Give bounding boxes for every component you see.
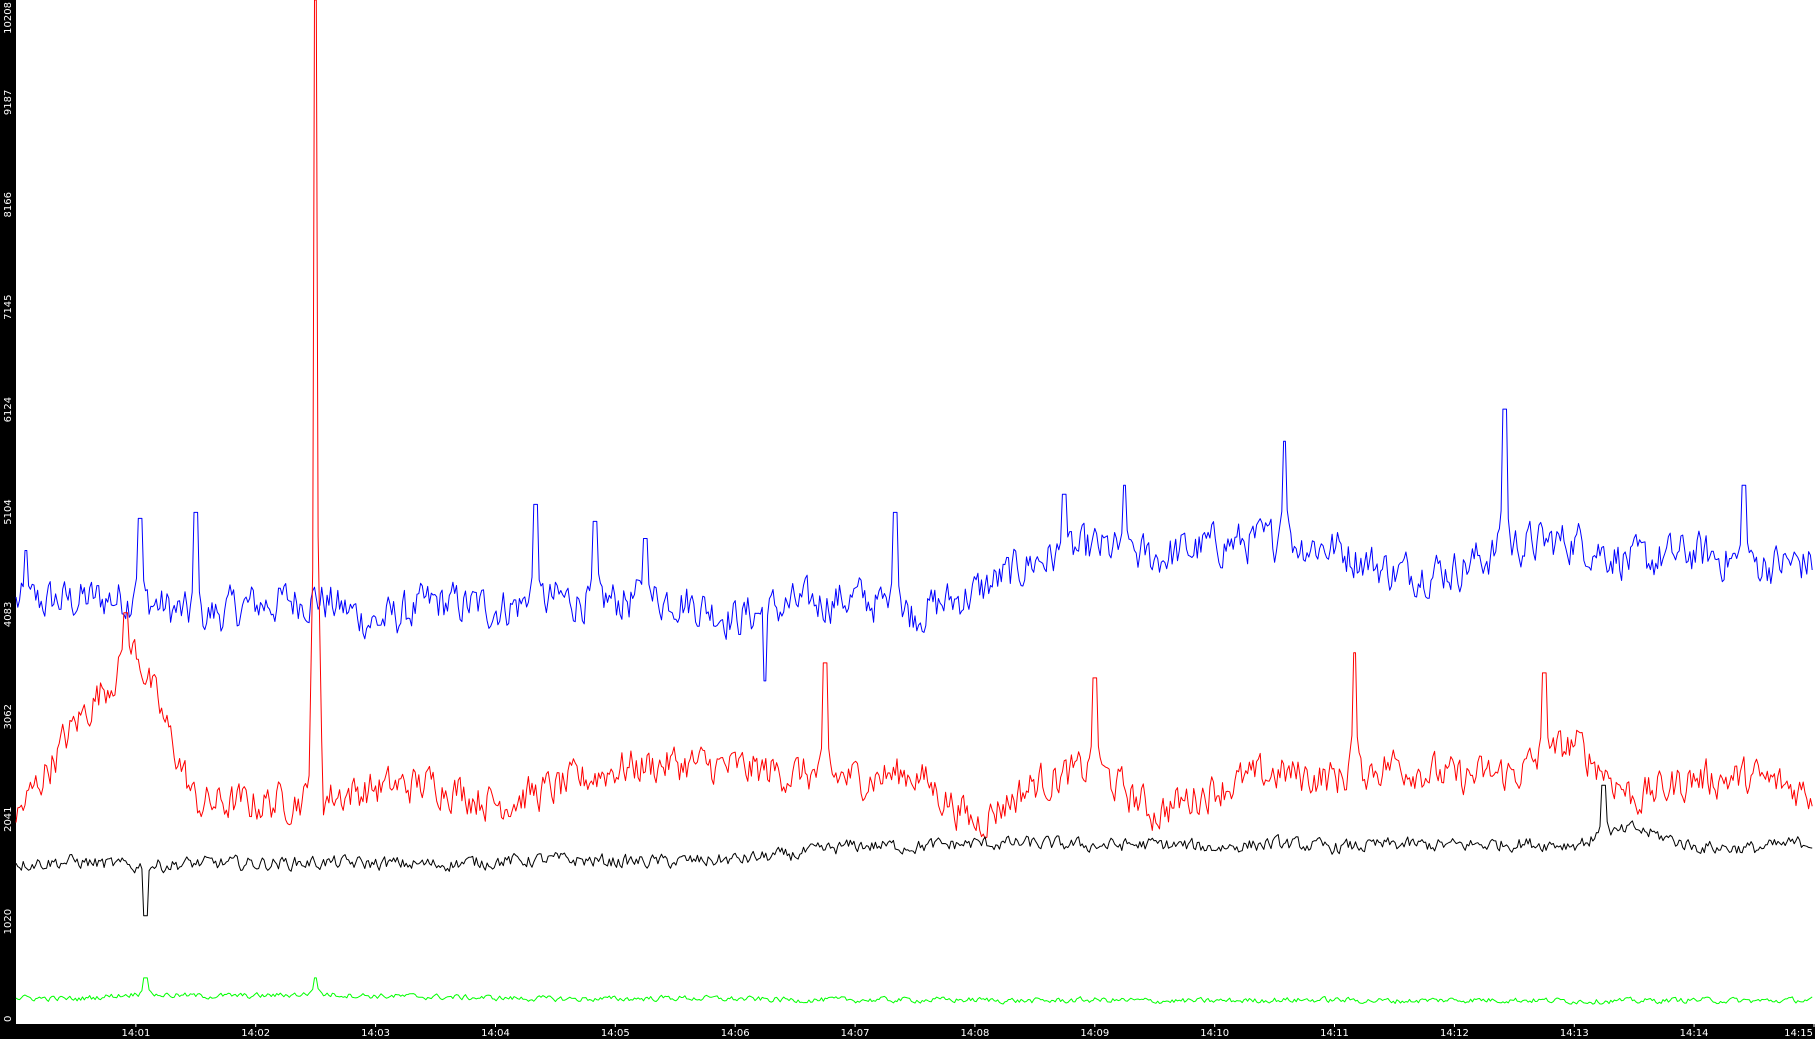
x-tick-label: 14:04 [481,1028,510,1039]
x-tick-label: 14:01 [121,1028,150,1039]
series-line-1 [15,0,1813,839]
y-tick-label: 4083 [3,602,14,627]
x-tick-label: 14:13 [1560,1028,1589,1039]
x-tick-label: 14:08 [960,1028,989,1039]
y-tick-label: 10208 [3,2,14,34]
x-tick-label: 14:06 [721,1028,750,1039]
x-tick-label: 14:07 [841,1028,870,1039]
x-tick-label: 14:14 [1680,1028,1709,1039]
x-tick-label: 14:03 [361,1028,390,1039]
x-tick-label: 14:11 [1320,1028,1349,1039]
series-line-0 [15,408,1813,682]
series-line-3 [15,977,1813,1005]
y-tick-label: 6124 [3,397,14,422]
y-tick-label: 1020 [3,909,14,934]
y-tick-label: 3062 [3,704,14,729]
series-line-2 [15,784,1813,917]
x-tick-label: 14:15 [1784,1028,1813,1039]
y-tick-label: 2041 [3,806,14,831]
x-axis: 14:01 14:02 14:03 14:04 14:05 14:06 14:07 14:08… [121,1024,1815,1039]
y-tick-label: 7145 [3,294,14,319]
y-tick-label: 8166 [3,192,14,217]
x-tick-label: 14:05 [601,1028,630,1039]
series-layer [15,0,1813,1005]
x-tick-label: 14:10 [1200,1028,1229,1039]
x-tick-label: 14:09 [1080,1028,1109,1039]
x-tick-label: 14:02 [241,1028,270,1039]
y-axis: 0 1020 2041 3062 4083 5104 6124 7145 8166 9187 102… [3,2,14,1022]
x-axis-bar [0,1024,1815,1039]
y-tick-label: 0 [3,1016,14,1022]
x-tick-label: 14:12 [1440,1028,1469,1039]
y-tick-label: 9187 [3,90,14,115]
y-axis-bar [0,0,16,1039]
y-tick-label: 5104 [3,499,14,524]
